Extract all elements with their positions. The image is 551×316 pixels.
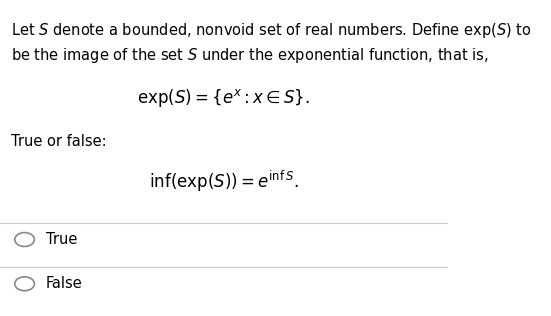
- Text: $\mathrm{exp}(S) = \{e^{x} : x \in S\}.$: $\mathrm{exp}(S) = \{e^{x} : x \in S\}.$: [137, 87, 310, 109]
- Text: $\mathrm{inf}(\mathrm{exp}(S)) = e^{\mathrm{inf}\, S}.$: $\mathrm{inf}(\mathrm{exp}(S)) = e^{\mat…: [149, 169, 298, 194]
- Text: be the image of the set $S$ under the exponential function, that is,: be the image of the set $S$ under the ex…: [11, 46, 489, 65]
- Text: True or false:: True or false:: [11, 134, 107, 149]
- Text: False: False: [46, 276, 83, 291]
- Text: Let $S$ denote a bounded, nonvoid set of real numbers. Define $\mathrm{exp}(S)$ : Let $S$ denote a bounded, nonvoid set of…: [11, 21, 532, 40]
- Text: True: True: [46, 232, 77, 247]
